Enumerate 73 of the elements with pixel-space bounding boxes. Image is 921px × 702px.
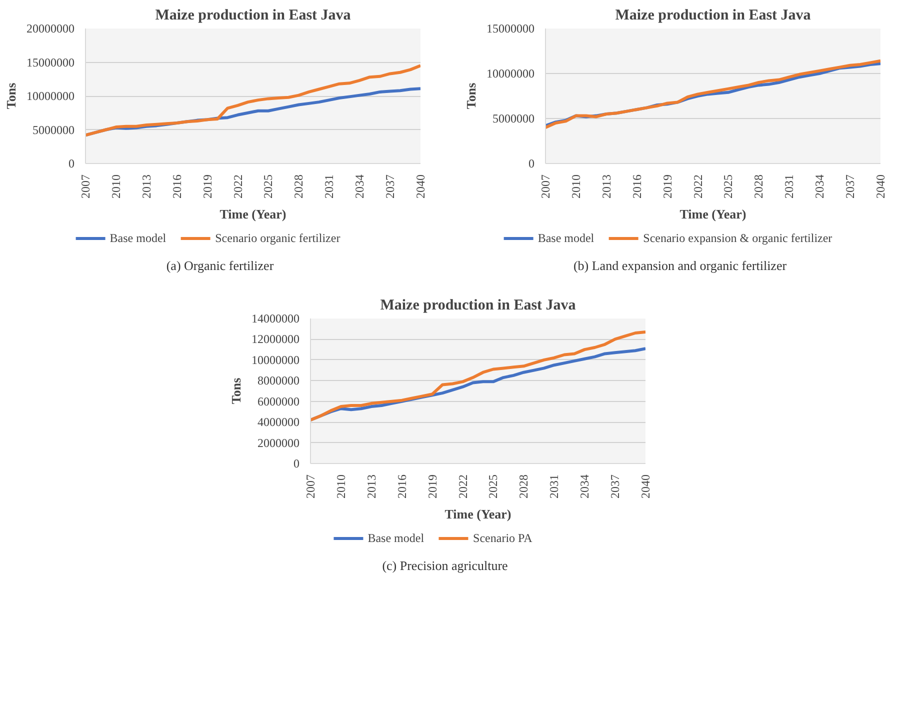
x-tick-label: 2019 [200, 174, 214, 198]
legend-label: Scenario organic fertilizer [215, 230, 340, 246]
y-tick-label: 15000000 [486, 22, 534, 36]
x-tick-label: 2034 [352, 174, 367, 198]
y-tick-label: 10000000 [486, 66, 534, 80]
y-tick-label: 15000000 [26, 55, 74, 70]
chart-title: Maize production in East Java [155, 8, 352, 24]
y-tick-label: 5000000 [32, 122, 74, 137]
x-tick-label: 2007 [304, 474, 318, 498]
x-tick-label: 2022 [456, 474, 470, 498]
y-tick-label: 10000000 [252, 352, 300, 367]
y-tick-label: 0 [528, 156, 534, 170]
x-axis-title: Time (Year) [220, 206, 286, 222]
x-tick-label: 2031 [322, 174, 336, 198]
x-tick-label: 2022 [230, 174, 245, 198]
x-tick-label: 2007 [78, 174, 92, 198]
line-series [86, 64, 420, 137]
legend-label: Base model [368, 530, 424, 546]
y-tick-label: 0 [294, 456, 300, 470]
legend-label: Scenario expansion & organic fertilizer [643, 230, 832, 246]
y-tick-label: 10000000 [26, 89, 74, 103]
x-tick-label: 2031 [547, 474, 562, 498]
y-tick-label: 6000000 [258, 394, 300, 408]
y-tick-label: 8000000 [258, 374, 300, 388]
text: (b) Land expansion and organic fertilizer [573, 257, 787, 275]
x-tick-label: 2013 [599, 174, 614, 198]
y-axis-title: Tons [464, 82, 478, 110]
x-tick-label: 2028 [752, 174, 766, 198]
x-tick-label: 2010 [568, 174, 583, 198]
y-axis-title: Tons [4, 82, 18, 110]
x-tick-label: 2025 [486, 474, 500, 498]
x-tick-label: 2031 [782, 174, 796, 198]
line-series [310, 330, 646, 422]
y-tick-label: 4000000 [258, 415, 300, 430]
legend-label: Base model [110, 230, 166, 246]
x-tick-label: 2037 [383, 174, 398, 198]
x-tick-label: 2028 [292, 174, 306, 198]
x-tick-label: 2016 [170, 174, 184, 198]
x-axis-title: Time (Year) [680, 206, 746, 222]
chart-title: Maize production in East Java [615, 8, 812, 24]
x-tick-label: 2019 [425, 474, 440, 498]
x-tick-label: 2037 [608, 474, 622, 498]
x-tick-label: 2016 [630, 174, 644, 198]
x-tick-label: 2040 [414, 174, 428, 198]
legend-label: Scenario PA [473, 530, 532, 546]
x-tick-label: 2025 [261, 174, 276, 198]
x-tick-label: 2040 [638, 474, 652, 498]
x-tick-label: 2034 [578, 474, 592, 498]
y-tick-label: 12000000 [252, 332, 300, 346]
text: (a) Organic fertilizer [166, 257, 274, 275]
legend-label: Base model [538, 230, 594, 246]
text: (c) Precision agriculture [382, 557, 508, 575]
x-tick-label: 2019 [660, 174, 674, 198]
y-tick-label: 14000000 [252, 312, 300, 326]
x-tick-label: 2022 [690, 174, 705, 198]
x-tick-label: 2013 [139, 174, 154, 198]
y-tick-label: 0 [68, 156, 74, 170]
y-axis-title: Tons [228, 378, 244, 404]
x-tick-label: 2013 [364, 474, 378, 498]
x-tick-label: 2034 [812, 174, 827, 198]
x-tick-label: 2025 [721, 174, 736, 198]
y-tick-label: 20000000 [26, 22, 74, 36]
x-tick-label: 2040 [874, 174, 888, 198]
chart-title: Maize production in East Java [380, 298, 576, 314]
y-tick-label: 2000000 [258, 436, 300, 450]
x-tick-label: 2010 [334, 474, 348, 498]
x-tick-label: 2037 [843, 174, 858, 198]
x-tick-label: 2028 [516, 474, 531, 498]
x-tick-label: 2016 [394, 474, 409, 498]
x-axis-title: Time (Year) [444, 506, 512, 522]
x-tick-label: 2007 [538, 174, 552, 198]
y-tick-label: 5000000 [492, 112, 534, 126]
x-tick-label: 2010 [108, 174, 123, 198]
